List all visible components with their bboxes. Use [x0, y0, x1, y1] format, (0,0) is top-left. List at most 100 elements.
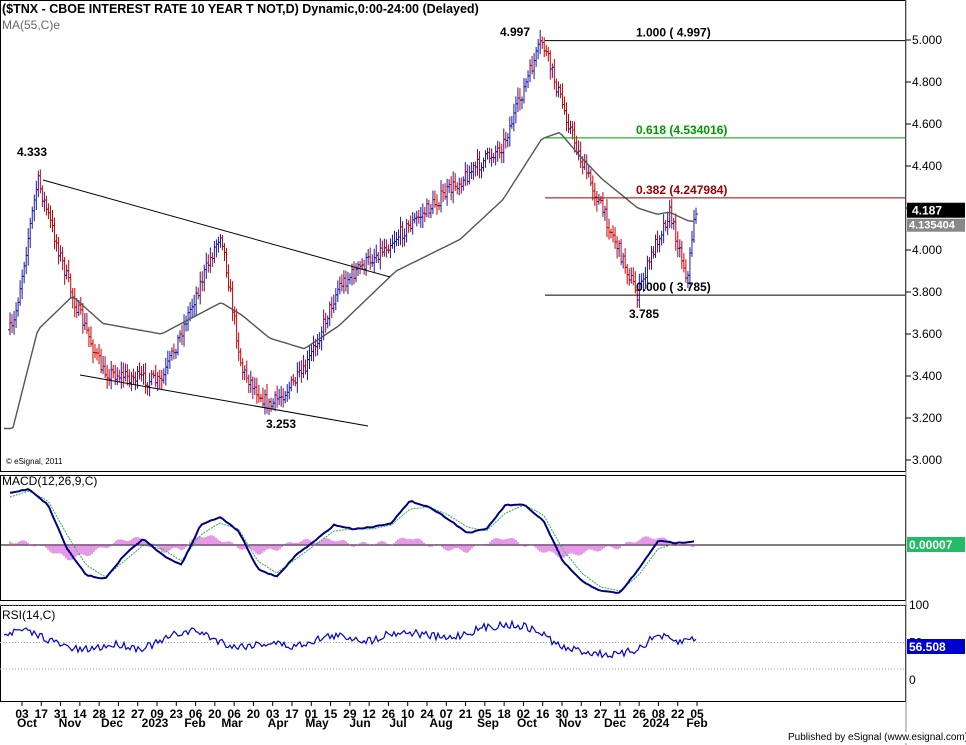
price-bar: [378, 238, 383, 270]
price-bar: [26, 228, 31, 266]
price-bar: [210, 252, 215, 267]
price-bar: [117, 369, 122, 383]
price-bar: [345, 272, 350, 295]
price-bar: [34, 180, 39, 210]
date-day-label: 23: [170, 707, 184, 721]
price-bar: [408, 215, 413, 233]
price-bar: [390, 234, 395, 249]
price-bar: [254, 377, 259, 404]
price-bar: [592, 182, 597, 206]
price-bar: [467, 165, 472, 185]
date-month-label: Sep: [477, 716, 499, 730]
date-month-label: Dec: [101, 716, 123, 730]
price-bar: [602, 205, 607, 221]
price-bar: [52, 217, 57, 250]
price-bar: [473, 161, 478, 177]
price-tick-label: 3.600: [912, 327, 942, 341]
price-bar: [358, 261, 363, 275]
price-bar: [307, 345, 312, 370]
price-bar: [200, 271, 205, 292]
price-bar: [485, 147, 490, 160]
price-bar: [177, 330, 182, 343]
price-bar: [396, 229, 401, 247]
price-bar: [309, 344, 314, 362]
price-bar: [495, 140, 500, 162]
price-bar: [202, 264, 207, 292]
rsi-value-badge: [907, 639, 965, 654]
price-bar: [14, 302, 19, 328]
macd-signal-line: [9, 490, 695, 592]
price-bar: [677, 239, 682, 258]
price-bar: [161, 368, 166, 384]
date-month-label: Oct: [17, 716, 37, 730]
price-bar: [228, 279, 233, 293]
price-bar: [149, 369, 154, 386]
price-bar: [38, 169, 43, 194]
date-month-label: Mar: [221, 716, 243, 730]
date-day-label: 10: [401, 707, 415, 721]
price-bar: [481, 157, 486, 172]
date-day-label: 09: [150, 707, 164, 721]
price-bar: [352, 261, 357, 285]
price-bar: [264, 383, 269, 414]
date-month-label: Oct: [517, 716, 537, 730]
price-bar: [447, 179, 452, 193]
swing-label: 3.785: [629, 307, 659, 321]
price-bar: [368, 247, 373, 270]
date-day-label: 20: [208, 707, 222, 721]
price-bar: [657, 235, 662, 253]
macd-value-badge: [907, 537, 965, 552]
price-bar: [139, 365, 144, 382]
price-bar: [109, 360, 114, 390]
price-bar: [163, 357, 168, 386]
price-bar: [380, 240, 385, 258]
price-plot: 1.000 ( 4.997) 0.618 (4.534016) 0.382 (4.2…: [4, 25, 905, 431]
price-bar: [615, 236, 620, 259]
price-bar: [289, 376, 294, 392]
price-bar: [337, 276, 342, 295]
price-bar: [673, 213, 678, 251]
price-bar: [236, 332, 241, 361]
price-bar: [66, 259, 71, 283]
price-bar: [315, 334, 320, 356]
date-month-label: Nov: [559, 716, 582, 730]
price-bar: [507, 116, 512, 147]
date-day-label: 14: [73, 707, 87, 721]
price-bar: [410, 211, 415, 235]
price-bar: [151, 370, 156, 379]
price-bar: [562, 96, 567, 115]
price-bar: [647, 256, 652, 270]
price-bar: [519, 96, 524, 110]
price-bar: [36, 170, 41, 198]
fib-level-label: 0.382 (4.247984): [636, 183, 727, 197]
price-bar: [244, 360, 249, 383]
price-bar: [463, 162, 468, 186]
price-bar: [131, 368, 136, 385]
price-bar: [384, 239, 389, 258]
price-bar: [230, 281, 235, 322]
ma-55-line: [4, 131, 695, 430]
price-bar: [661, 214, 666, 244]
price-bar: [465, 164, 470, 186]
date-month-label: Feb: [184, 716, 205, 730]
price-tick-label: 3.200: [912, 411, 942, 425]
price-bar: [493, 145, 498, 166]
price-bar: [461, 176, 466, 191]
date-day-label: 27: [594, 707, 608, 721]
price-bar: [20, 269, 25, 300]
price-bar: [406, 220, 411, 233]
price-bar: [449, 176, 454, 201]
copyright-label: © eSignal, 2011: [6, 457, 63, 466]
price-bar: [256, 385, 261, 403]
price-bar: [513, 96, 518, 124]
price-bar: [402, 228, 407, 247]
price-bar: [301, 355, 306, 379]
price-bar: [564, 102, 569, 132]
price-bar: [214, 239, 219, 258]
price-bar: [287, 381, 292, 400]
price-bar: [97, 343, 102, 365]
price-bar: [18, 280, 23, 306]
date-day-label: 12: [112, 707, 126, 721]
price-bar: [501, 128, 506, 164]
price-bar: [347, 273, 352, 285]
